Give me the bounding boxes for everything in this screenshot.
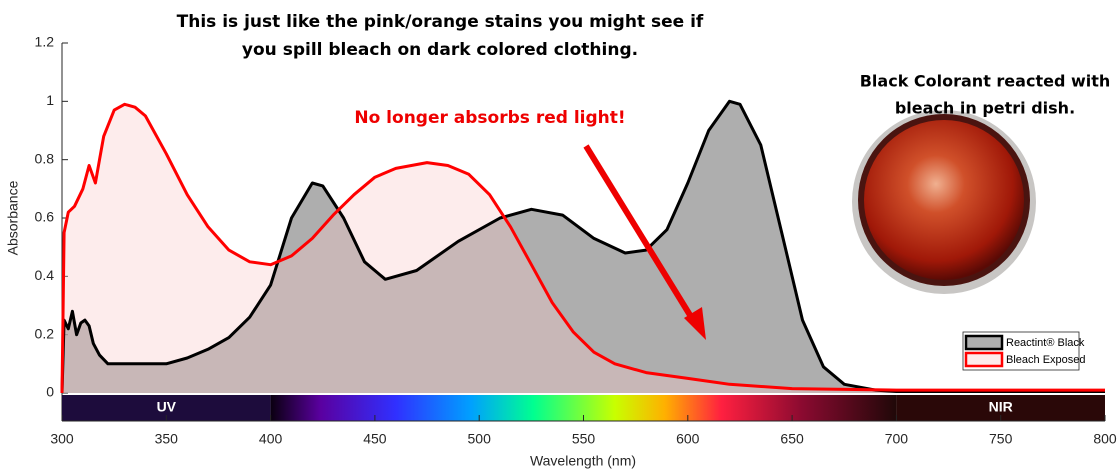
y-tick-label: 0.2 (35, 325, 55, 341)
x-tick-label: 550 (572, 431, 596, 447)
petri-dish-photo (852, 110, 1036, 294)
x-axis-label: Wavelength (nm) (530, 453, 636, 469)
x-tick-label: 750 (989, 431, 1013, 447)
x-tick-label: 500 (468, 431, 492, 447)
band-label: UV (157, 399, 177, 415)
legend-label: Bleach Exposed (1006, 354, 1086, 366)
x-tick-label: 700 (885, 431, 909, 447)
legend-swatch (966, 336, 1002, 349)
x-tick-label: 600 (676, 431, 700, 447)
y-axis-label: Absorbance (5, 180, 21, 255)
title-line: This is just like the pink/orange stains… (177, 12, 704, 32)
y-tick-label: 0.6 (35, 209, 55, 225)
x-tick-label: 650 (780, 431, 804, 447)
legend-swatch (966, 353, 1002, 366)
x-tick-label: 350 (155, 431, 179, 447)
annotation: No longer absorbs red light! (354, 108, 625, 128)
legend-label: Reactint® Black (1006, 337, 1085, 349)
chart: 0 0.2 0.4 0.6 0.8 1 1.2 UV NIR 300 350 400 450 500 550… (0, 0, 1117, 472)
y-tick-label: 0 (46, 384, 54, 400)
title-line: you spill bleach on dark colored clothin… (242, 40, 638, 60)
x-tick-label: 300 (50, 431, 74, 447)
x-tick-label: 400 (259, 431, 283, 447)
y-tick-label: 1 (46, 92, 54, 108)
y-tick-label: 0.4 (35, 267, 55, 283)
x-tick-label: 450 (363, 431, 387, 447)
y-tick-label: 1.2 (35, 34, 55, 50)
x-tick-label: 800 (1093, 431, 1117, 447)
side-note-line: bleach in petri dish. (895, 99, 1075, 118)
y-tick-label: 0.8 (35, 150, 55, 166)
band-label: NIR (989, 399, 1013, 415)
side-note-line: Black Colorant reacted with (860, 72, 1111, 91)
